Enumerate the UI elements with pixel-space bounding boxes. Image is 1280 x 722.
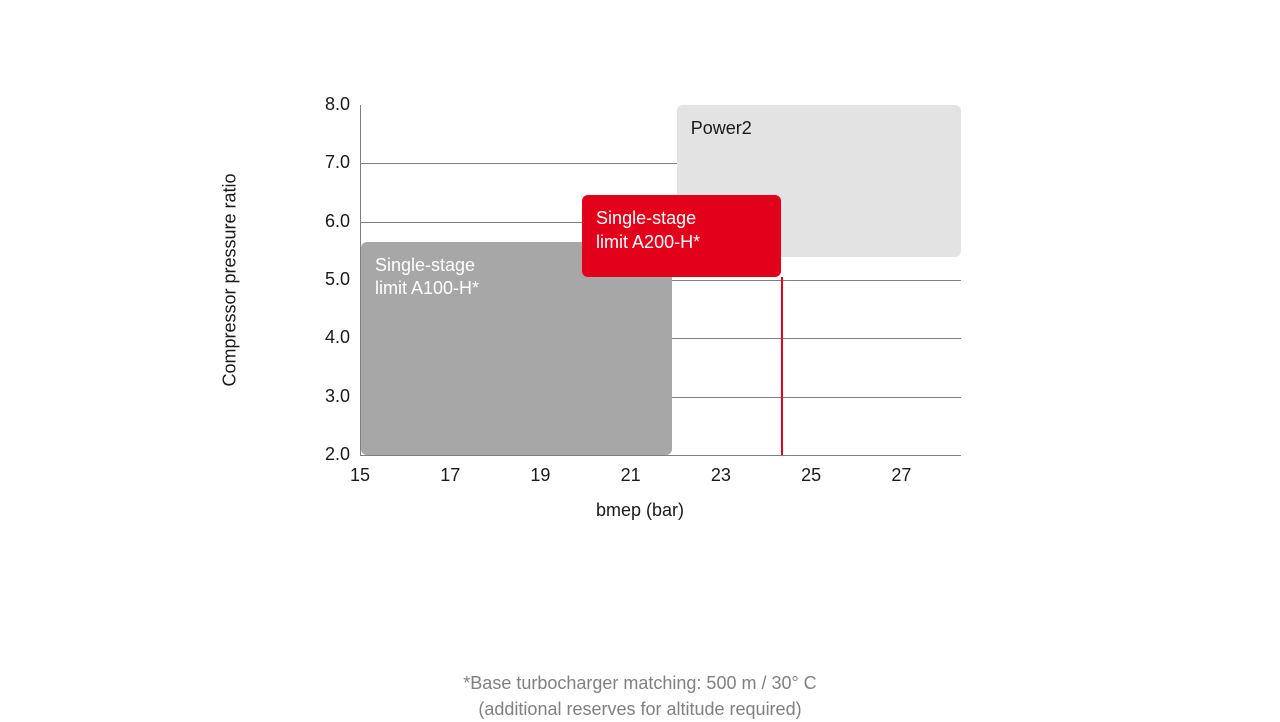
xtick: 25 [791,465,831,486]
region-a200h: Single-stage limit A200-H* [582,195,780,277]
compressor-chart: Compressor pressure ratio Single-stage l… [300,105,980,555]
ytick: 2.0 [310,444,350,465]
region-label-a100h: Single-stage limit A100-H* [375,254,479,301]
xtick: 27 [881,465,921,486]
ytick: 6.0 [310,211,350,232]
ytick: 4.0 [310,327,350,348]
ytick: 7.0 [310,152,350,173]
xtick: 21 [611,465,651,486]
x-axis-label: bmep (bar) [300,500,980,521]
xtick: 17 [430,465,470,486]
ytick: 3.0 [310,386,350,407]
region-label-a200h: Single-stage limit A200-H* [596,207,700,254]
ytick: 8.0 [310,94,350,115]
y-axis-label: Compressor pressure ratio [220,173,241,386]
chart-footnote: *Base turbocharger matching: 500 m / 30°… [300,670,980,722]
vline-a200h-right-edge [781,277,783,455]
region-label-power2: Power2 [691,117,752,140]
plot-area: Single-stage limit A100-H* Power2 Single-s… [360,105,961,456]
xtick: 23 [701,465,741,486]
ytick: 5.0 [310,269,350,290]
xtick: 15 [340,465,380,486]
xtick: 19 [520,465,560,486]
